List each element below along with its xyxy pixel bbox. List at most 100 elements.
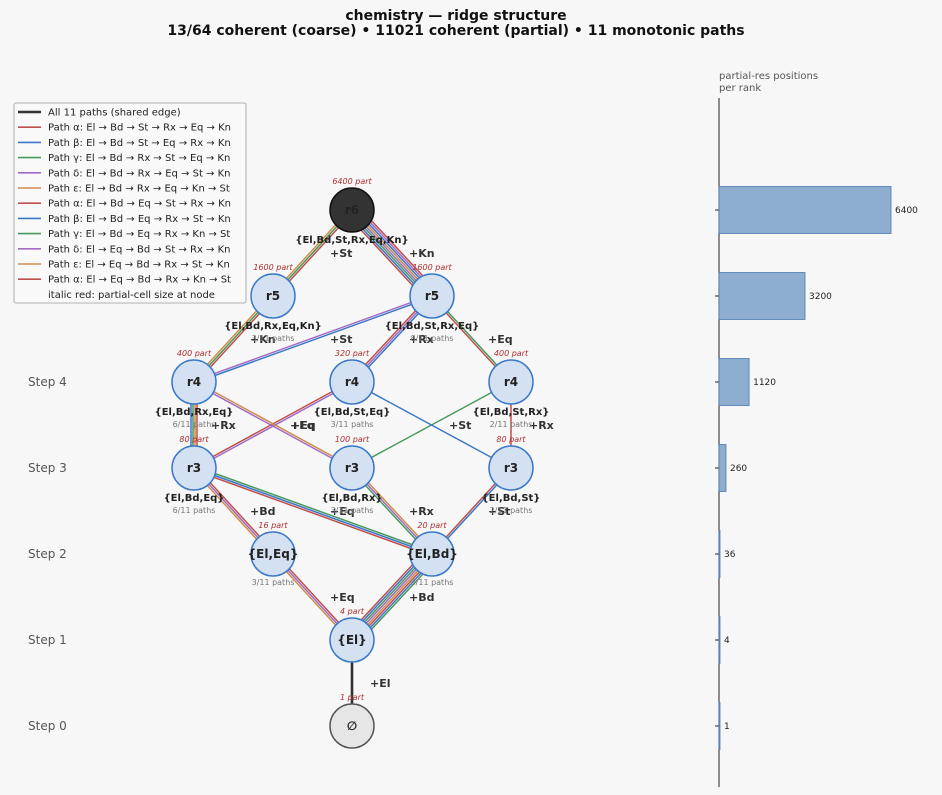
lattice-node: r4 400 part {El,Bd,Rx,Eq} 6/11 paths bbox=[155, 349, 234, 429]
node-path-count: 8/11 paths bbox=[411, 578, 454, 587]
node-label: {El,Bd} bbox=[406, 547, 458, 561]
edge-label: +Bd bbox=[409, 591, 434, 604]
lattice-node: {El,Eq} 16 part 3/11 paths bbox=[248, 521, 299, 587]
legend-entry: Path δ: El → Eq → Bd → St → Rx → Kn bbox=[48, 244, 231, 255]
node-set: {El,Bd,St,Rx,Eq,Kn} bbox=[295, 235, 408, 246]
node-circle bbox=[329, 445, 375, 491]
node-part-count: 1600 part bbox=[253, 263, 293, 272]
rank-bar-chart: partial-res positions per rank 1 4 36 260 11… bbox=[715, 71, 918, 787]
lattice-node: r4 320 part {El,Bd,St,Eq} 3/11 paths bbox=[314, 349, 391, 429]
edge-label: +Eq bbox=[330, 591, 355, 604]
edge-label: +Eq bbox=[488, 333, 513, 346]
node-circle bbox=[329, 359, 375, 405]
edge-label: +St bbox=[488, 505, 510, 518]
node-path-count: 6/11 paths bbox=[173, 420, 216, 429]
node-part-count: 4 part bbox=[340, 607, 365, 616]
legend-entry: Path α: El → Eq → Bd → Rx → Kn → St bbox=[48, 275, 231, 286]
node-label: r5 bbox=[425, 289, 439, 303]
bar-chart-title-line2: per rank bbox=[719, 83, 761, 94]
node-set: {El,Bd,St,Rx} bbox=[473, 407, 550, 418]
path-edge bbox=[351, 381, 512, 469]
lattice-node: {El} 4 part bbox=[329, 607, 375, 663]
legend-entry: Path α: El → Bd → St → Rx → Eq → Kn bbox=[48, 123, 231, 134]
bar-value-label: 6400 bbox=[895, 206, 918, 216]
edge-label: +Eq bbox=[291, 419, 316, 432]
legend-frame bbox=[13, 102, 247, 304]
node-circle bbox=[488, 359, 534, 405]
edge-label: +St bbox=[449, 419, 471, 432]
node-label: r4 bbox=[504, 375, 518, 389]
legend-entry: Path ε: El → Bd → Rx → Eq → Kn → St bbox=[48, 184, 230, 195]
node-set: {El,Bd,Rx} bbox=[321, 493, 382, 504]
node-part-count: 80 part bbox=[179, 435, 209, 444]
edge-label: +Rx bbox=[409, 505, 434, 518]
node-part-count: 400 part bbox=[177, 349, 212, 358]
bar-value-label: 36 bbox=[724, 550, 736, 560]
node-set: {El,Bd,St,Eq} bbox=[314, 407, 391, 418]
edge-label: +St bbox=[330, 333, 352, 346]
path-edge bbox=[193, 380, 354, 468]
node-part-count: 1600 part bbox=[412, 263, 452, 272]
rank-bar bbox=[718, 272, 806, 320]
lattice-node: r4 400 part {El,Bd,St,Rx} 2/11 paths bbox=[473, 349, 550, 429]
step-label: Step 2 bbox=[28, 547, 67, 561]
node-label: r3 bbox=[345, 461, 359, 475]
node-label: r3 bbox=[504, 461, 518, 475]
bar-value-label: 1120 bbox=[753, 378, 776, 388]
legend-entry: italic red: partial-cell size at node bbox=[48, 290, 215, 301]
edge-label: +Eq bbox=[330, 505, 355, 518]
edge-label: +Eq bbox=[290, 419, 315, 432]
legend-entry: Path γ: El → Bd → Eq → Rx → Kn → St bbox=[48, 229, 230, 240]
rank-bar bbox=[718, 186, 892, 234]
lattice-node: {El,Bd} 20 part 8/11 paths bbox=[406, 521, 458, 587]
node-set: {El,Bd,St} bbox=[482, 493, 541, 504]
node-label: r4 bbox=[187, 375, 201, 389]
legend: All 11 paths (shared edge) Path α: El → B… bbox=[13, 102, 247, 304]
node-label: r4 bbox=[345, 375, 359, 389]
node-part-count: 400 part bbox=[494, 349, 529, 358]
node-label: {El,Eq} bbox=[248, 547, 299, 561]
node-circle bbox=[250, 273, 296, 319]
lattice-node: r5 1600 part {El,Bd,Rx,Eq,Kn} 3/11 paths bbox=[224, 263, 321, 343]
bar-value-label: 3200 bbox=[809, 292, 832, 302]
node-part-count: 16 part bbox=[258, 521, 288, 530]
edge-label-layer: +El +Eq +Bd +Bd +Eq +Rx +St +Rx +Eq +St +Eq +Rx +Kn +… bbox=[211, 247, 554, 690]
bar-value-label: 260 bbox=[730, 464, 747, 474]
node-circle bbox=[171, 445, 217, 491]
node-circle bbox=[329, 617, 375, 663]
path-edge bbox=[192, 294, 433, 382]
node-set: {El,Bd,Rx,Eq} bbox=[155, 407, 234, 418]
node-part-count: 1 part bbox=[340, 693, 365, 702]
legend-entry: All 11 paths (shared edge) bbox=[48, 108, 181, 119]
path-edge bbox=[192, 382, 353, 470]
edge-label: +Kn bbox=[409, 247, 435, 260]
legend-entry: Path β: El → Bd → St → Eq → Rx → Kn bbox=[48, 138, 231, 149]
node-label: r5 bbox=[266, 289, 280, 303]
legend-entry: Path ε: El → Eq → Bd → Rx → St → Kn bbox=[48, 260, 230, 271]
rank-bar bbox=[718, 530, 721, 578]
lattice-node: ∅ 1 part bbox=[329, 693, 375, 749]
legend-entry: Path β: El → Bd → Eq → Rx → St → Kn bbox=[48, 214, 231, 225]
step-label: Step 4 bbox=[28, 375, 67, 389]
legend-entry: Path γ: El → Bd → Rx → St → Eq → Kn bbox=[48, 153, 230, 164]
path-edge bbox=[192, 469, 433, 557]
node-label: r3 bbox=[187, 461, 201, 475]
legend-entry: Path δ: El → Bd → Rx → Eq → St → Kn bbox=[48, 168, 231, 179]
rank-bar bbox=[718, 702, 721, 750]
node-path-count: 2/11 paths bbox=[490, 506, 533, 515]
node-part-count: 320 part bbox=[335, 349, 370, 358]
path-edge bbox=[193, 296, 434, 384]
node-path-count: 3/11 paths bbox=[331, 506, 374, 515]
figure-title: chemistry — ridge structure bbox=[345, 8, 566, 24]
lattice-node: r6 6400 part {El,Bd,St,Rx,Eq,Kn} bbox=[295, 177, 408, 246]
lattice-node: r3 80 part {El,Bd,Eq} 6/11 paths bbox=[164, 435, 225, 515]
node-label: ∅ bbox=[347, 719, 357, 733]
node-path-count: 3/11 paths bbox=[331, 420, 374, 429]
node-circle bbox=[171, 359, 217, 405]
edge-label: +Rx bbox=[409, 333, 434, 346]
node-set: {El,Bd,Eq} bbox=[164, 493, 225, 504]
node-label: {El} bbox=[337, 633, 366, 647]
edge-label: +St bbox=[330, 247, 352, 260]
step-label: Step 0 bbox=[28, 719, 67, 733]
